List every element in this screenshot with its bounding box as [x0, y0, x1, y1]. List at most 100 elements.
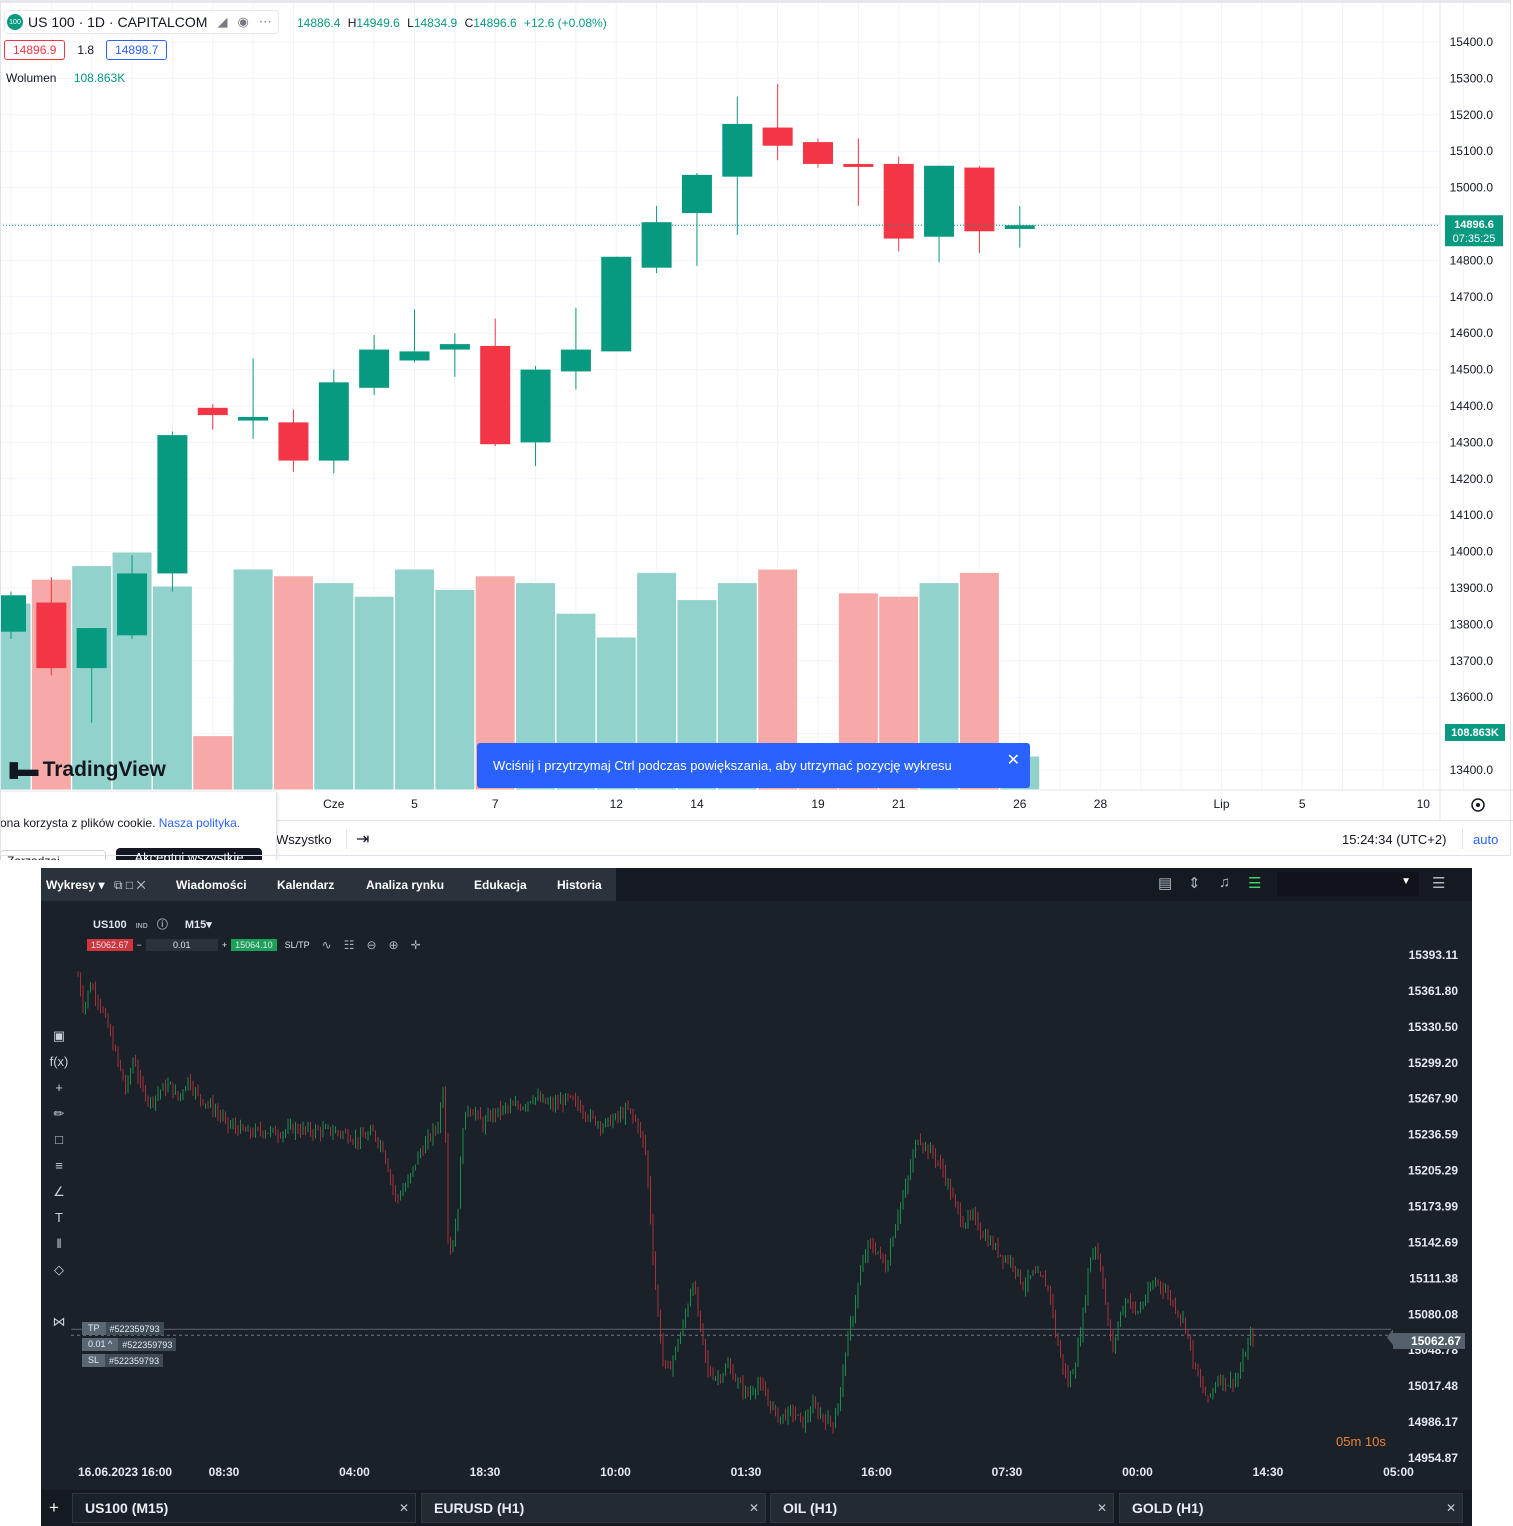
- sltp-button[interactable]: SL/TP: [284, 939, 310, 950]
- tab-gold[interactable]: GOLD (H1) ✕: [1119, 1493, 1463, 1523]
- volume-label: Wolumen: [6, 71, 57, 85]
- account-select[interactable]: ▼: [1277, 872, 1419, 896]
- goto-date-icon[interactable]: ⇥: [356, 831, 370, 848]
- tab-oil[interactable]: OIL (H1) ✕: [770, 1493, 1114, 1523]
- close-icon[interactable]: ✕: [748, 1501, 759, 1515]
- transfer-icon[interactable]: ⇕: [1188, 875, 1201, 892]
- tp-tag[interactable]: TP #522359793: [82, 1322, 164, 1335]
- last-price-timer: 07:35:25: [1453, 233, 1496, 245]
- xs-grid: 15393.11 15361.80 15330.50 15299.20 15267.90…: [78, 948, 1458, 1479]
- menu-calendar[interactable]: Kalendarz: [277, 878, 335, 892]
- menu-education[interactable]: Edukacja: [474, 878, 527, 892]
- xs-chart[interactable]: 15393.11 15361.80 15330.50 15299.20 15267.90…: [41, 868, 1472, 1490]
- bell-icon[interactable]: ♫: [1219, 874, 1231, 891]
- candle-body: [278, 422, 309, 461]
- charts-menu-button[interactable]: Wykresy ▾: [46, 878, 105, 892]
- divider: [346, 829, 347, 849]
- volume-badge: [1445, 724, 1505, 741]
- text-icon[interactable]: T: [55, 1210, 63, 1225]
- rectangle-icon[interactable]: □: [55, 1132, 63, 1147]
- symbol-title[interactable]: US 100 · 1D · CAPITALCOM: [28, 14, 208, 30]
- xs-buy-button[interactable]: 15064.10: [231, 938, 277, 951]
- time-tick-label: 19: [811, 797, 825, 811]
- candle-body: [1004, 225, 1035, 229]
- function-icon[interactable]: f(x): [49, 1054, 69, 1069]
- xs-price-tick-label: 15173.99: [1408, 1200, 1458, 1214]
- xs-trade-controls: 15062.67 − 0.01 + 15064.10 SL/TP ∿ ☷ ⊖ ⊕…: [87, 937, 421, 952]
- close-icon[interactable]: ✕: [398, 1501, 409, 1515]
- hamburger-icon[interactable]: ☰: [1432, 875, 1446, 892]
- buy-price-button[interactable]: 14898.7: [106, 40, 168, 60]
- low-label: L: [407, 16, 414, 30]
- share-icon[interactable]: ⋈: [52, 1314, 66, 1329]
- symbol-legend[interactable]: 100 US 100 · 1D · CAPITALCOM ◢ ◉ ⋯: [4, 10, 279, 34]
- pen-icon[interactable]: ✏: [53, 1106, 65, 1121]
- tab-label: OIL (H1): [783, 1500, 838, 1516]
- add-tab-icon[interactable]: +: [49, 1498, 59, 1517]
- position-tag[interactable]: 0.01 ^ #522359793: [82, 1338, 177, 1351]
- volume-minus-button[interactable]: −: [136, 939, 142, 950]
- indicator-icon[interactable]: ‖: [56, 1236, 62, 1251]
- price-tick-label: 15300.0: [1450, 71, 1494, 85]
- high-value: 14949.6: [356, 16, 400, 30]
- close-label: C: [464, 16, 474, 30]
- close-icon[interactable]: ✕: [1445, 1501, 1456, 1515]
- volume-plus-button[interactable]: +: [221, 939, 228, 950]
- menu-news[interactable]: Wiadomości: [176, 878, 247, 892]
- xs-price-tick-label: 15080.08: [1408, 1307, 1458, 1321]
- sell-price-button[interactable]: 14896.9: [4, 40, 66, 60]
- last-price-label: 14896.6: [1454, 219, 1494, 231]
- close-icon[interactable]: ✕: [1006, 752, 1020, 769]
- price-tick-label: 15200.0: [1450, 108, 1494, 122]
- menu-market-analysis[interactable]: Analiza rynku: [366, 878, 445, 892]
- zoom-out-icon[interactable]: ⊖: [366, 937, 377, 952]
- xs-time-tick-label: 16:00: [861, 1465, 892, 1479]
- line-chart-icon[interactable]: ∿: [321, 937, 332, 952]
- cross-icon[interactable]: +: [55, 1080, 63, 1095]
- candle-body: [238, 416, 269, 421]
- cookie-accept-button[interactable]: Akceptuj wszystkie: [116, 848, 262, 860]
- more-icon[interactable]: ⋯: [258, 14, 272, 29]
- auto-scale-button[interactable]: auto: [1473, 832, 1499, 847]
- crosshair-icon[interactable]: ✛: [410, 937, 421, 952]
- xs-sell-button[interactable]: 15062.67: [87, 938, 133, 951]
- xs-price-tick-label: 15111.38: [1409, 1271, 1458, 1285]
- volume-legend[interactable]: Wolumen 108.863K: [6, 71, 125, 85]
- sl-tag[interactable]: SL #522359793: [82, 1354, 164, 1367]
- price-tick-label: 14800.0: [1450, 253, 1494, 267]
- layout-icon[interactable]: ▤: [1158, 875, 1173, 892]
- info-icon[interactable]: ⓘ: [156, 919, 168, 931]
- close-icon[interactable]: ✕: [1096, 1501, 1107, 1515]
- wifi-icon: ☰: [1248, 875, 1262, 892]
- window-controls-icon[interactable]: ⧉ □ ✕: [114, 878, 146, 892]
- cookie-text: ona korzysta z plików cookie. Nasza poli…: [0, 816, 240, 830]
- menu-history[interactable]: Historia: [557, 878, 602, 892]
- tv-chart[interactable]: 15400.0 15300.0 15200.0 15100.0 15000.0 14800…: [0, 0, 1513, 820]
- interval-select[interactable]: M15▾: [184, 919, 212, 931]
- time-tick-label: 7: [492, 797, 499, 811]
- time-tick-label: 5: [411, 797, 418, 811]
- eye-icon[interactable]: ◉: [237, 14, 249, 29]
- price-tick-label: 13600.0: [1450, 690, 1494, 704]
- layers-icon[interactable]: ◇: [54, 1262, 64, 1277]
- candle-body: [843, 163, 874, 167]
- flag-icon[interactable]: ◢: [217, 14, 228, 29]
- charts-menu-label: Wykresy: [46, 878, 96, 892]
- tab-eurusd[interactable]: EURUSD (H1) ✕: [421, 1493, 766, 1523]
- xs-symbol-header[interactable]: US100 IND ⓘ M15▾: [93, 916, 212, 932]
- tab-us100[interactable]: US100 (M15) ✕: [72, 1493, 416, 1523]
- price-tick-label: 13700.0: [1450, 654, 1494, 668]
- clock-time[interactable]: 15:24:34 (UTC+2): [1342, 832, 1447, 847]
- fibonacci-icon[interactable]: ≡: [55, 1158, 63, 1173]
- range-all-button[interactable]: Wszystko: [276, 832, 332, 847]
- cookie-policy-link[interactable]: Nasza polityka.: [158, 816, 241, 830]
- candle-body: [883, 163, 914, 239]
- screen-icon[interactable]: ▣: [52, 1028, 66, 1043]
- xs-volume-input[interactable]: 0.01: [145, 938, 218, 951]
- zoom-in-icon[interactable]: ⊕: [388, 937, 399, 952]
- tradingview-logo[interactable]: ▮▬ TradingView: [8, 757, 166, 782]
- volume-value: 108.863K: [73, 71, 126, 85]
- pitchfork-icon[interactable]: ∠: [53, 1184, 65, 1199]
- cookie-manage-button[interactable]: Zarządzaj: [0, 850, 106, 860]
- candles-icon[interactable]: ☷: [343, 937, 355, 952]
